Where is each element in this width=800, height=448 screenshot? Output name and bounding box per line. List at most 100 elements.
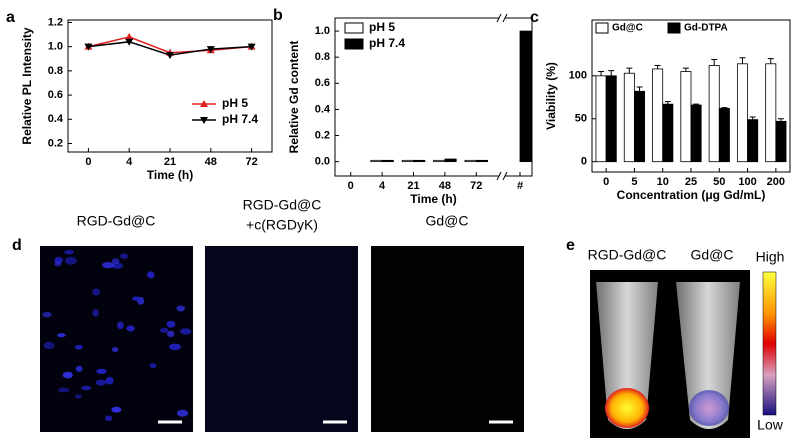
signal xyxy=(605,388,649,428)
plot-frame xyxy=(334,17,533,177)
error-bar xyxy=(693,103,700,106)
marker xyxy=(166,52,174,60)
bar xyxy=(652,68,664,163)
error-bar xyxy=(654,65,661,69)
cell-nucleus xyxy=(146,271,155,279)
cell-nucleus xyxy=(62,371,73,379)
x-tick-label: # xyxy=(517,180,523,192)
error-bar xyxy=(711,59,718,66)
x-tick-label: 0 xyxy=(85,156,91,168)
marker xyxy=(247,43,256,51)
y-tick-label: 50 xyxy=(575,113,587,125)
x-tick-label: 21 xyxy=(164,156,176,168)
error-bar xyxy=(777,118,784,122)
cell-nucleus xyxy=(92,288,101,296)
bar xyxy=(475,159,489,163)
bar xyxy=(519,30,532,163)
plot-frame xyxy=(67,19,273,153)
axis-break-gap xyxy=(499,15,505,21)
y-tick-label: 0.0 xyxy=(315,156,330,168)
signal xyxy=(689,390,729,426)
y-tick-label: 1.0 xyxy=(315,25,330,37)
colorbar-low: Low xyxy=(757,417,784,433)
x-tick-label: 72 xyxy=(470,180,482,192)
y-tick-label: 0 xyxy=(581,156,587,168)
cell-nucleus xyxy=(95,379,107,386)
cell-nucleus xyxy=(43,341,55,350)
cell-nucleus xyxy=(64,249,75,255)
cell-nucleus xyxy=(117,321,124,330)
bar xyxy=(433,159,446,163)
error-bar xyxy=(739,57,746,64)
bar xyxy=(381,159,394,163)
bar xyxy=(775,120,787,163)
y-axis-label: Relative PL Intensity xyxy=(20,27,34,144)
error-bar xyxy=(598,71,605,76)
error-bar xyxy=(767,58,774,64)
axis-break xyxy=(496,171,502,181)
y-tick-label: 100 xyxy=(569,70,587,82)
cell-nucleus xyxy=(75,365,83,373)
image-label: RGD-Gd@C xyxy=(77,213,156,229)
cell-nucleus xyxy=(169,343,181,351)
cell-nucleus xyxy=(166,330,175,338)
y-tick-label: 0.2 xyxy=(48,137,63,149)
bar xyxy=(605,75,617,163)
marker xyxy=(125,38,134,46)
cell-nucleus xyxy=(105,376,114,385)
x-tick-label: 25 xyxy=(685,176,697,188)
x-tick-label: 0 xyxy=(348,180,354,192)
panel-letter: d xyxy=(12,237,22,254)
x-axis-label: Time (h) xyxy=(410,192,456,206)
cell-nucleus xyxy=(176,305,185,312)
cell-nucleus xyxy=(166,320,176,328)
x-tick-label: 48 xyxy=(205,156,217,168)
cell-nucleus xyxy=(54,261,62,267)
colorbar xyxy=(762,271,777,416)
error-bar xyxy=(664,101,671,105)
cell-nucleus xyxy=(111,406,122,413)
error-bar xyxy=(636,86,643,92)
legend-label: pH 5 xyxy=(222,96,248,110)
tube xyxy=(596,282,658,429)
y-tick-label: 1.0 xyxy=(48,41,63,53)
cell-nucleus xyxy=(180,328,192,335)
x-tick-label: 21 xyxy=(407,180,419,192)
bar xyxy=(690,104,702,163)
x-tick-label: 5 xyxy=(631,176,637,188)
image-frame xyxy=(40,246,193,432)
cell-nucleus xyxy=(111,258,120,265)
cell-nucleus xyxy=(159,327,169,333)
cell-nucleus xyxy=(176,409,189,417)
cell-nucleus xyxy=(74,344,83,350)
x-tick-label: 4 xyxy=(126,156,133,168)
tube-label: Gd@C xyxy=(691,247,734,263)
image-label: RGD-Gd@C xyxy=(243,197,322,213)
y-tick-label: 0.6 xyxy=(48,89,63,101)
image-frame xyxy=(371,246,524,432)
y-axis-label: Relative Gd content xyxy=(287,41,301,154)
x-tick-label: 10 xyxy=(657,176,669,188)
bar xyxy=(464,159,477,163)
legend-swatch xyxy=(344,38,364,50)
cell-nucleus xyxy=(57,387,70,393)
x-tick-label: 4 xyxy=(379,180,386,192)
cell-nucleus xyxy=(42,311,52,318)
cell-nucleus xyxy=(65,256,77,265)
legend-label: pH 5 xyxy=(369,20,395,34)
cell-nucleus xyxy=(57,333,66,338)
cell-nucleus xyxy=(132,296,141,301)
image-label: +c(RGDyK) xyxy=(246,217,318,233)
cell-nucleus xyxy=(92,309,99,317)
mri-image xyxy=(590,270,777,438)
y-tick-label: 0.8 xyxy=(48,65,63,77)
y-tick-label: 0.8 xyxy=(315,51,330,63)
panel-letter: c xyxy=(530,9,539,26)
panel-letter: b xyxy=(273,7,283,24)
marker xyxy=(125,32,134,40)
y-tick-label: 0.2 xyxy=(315,129,330,141)
bar xyxy=(747,119,759,163)
bar xyxy=(623,72,635,163)
bar xyxy=(634,90,646,163)
